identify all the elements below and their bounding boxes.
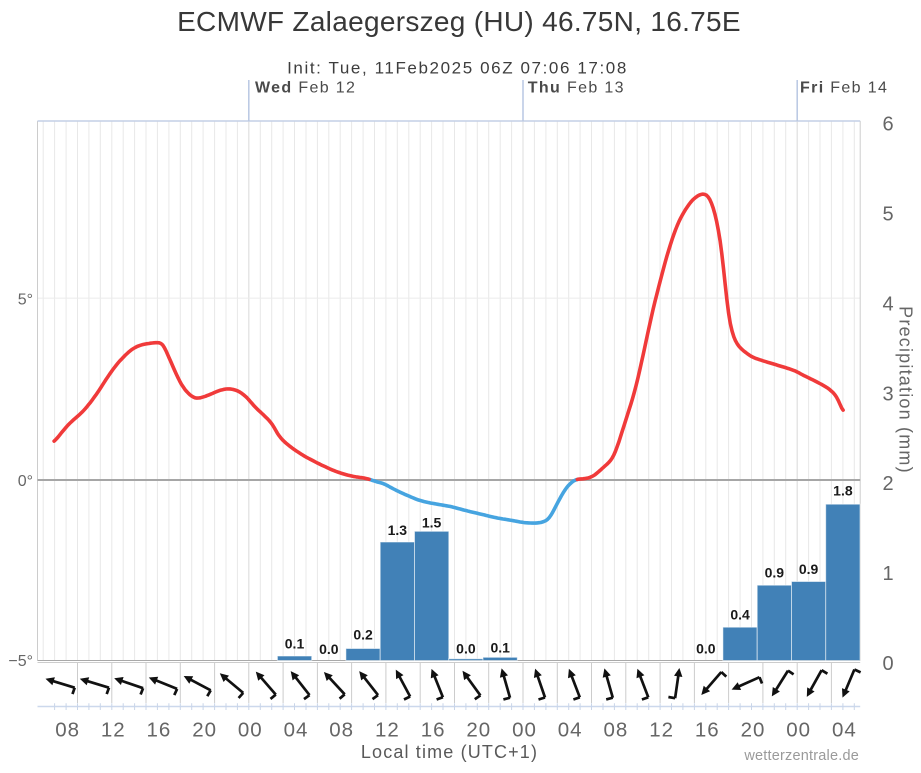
svg-text:1.5: 1.5	[422, 515, 442, 531]
svg-text:00: 00	[238, 719, 263, 742]
svg-text:04: 04	[832, 719, 857, 742]
svg-text:12: 12	[649, 719, 674, 742]
svg-text:0.0: 0.0	[456, 641, 476, 657]
svg-text:Local time (UTC+1): Local time (UTC+1)	[361, 742, 538, 762]
svg-text:3: 3	[883, 383, 894, 405]
svg-text:0.0: 0.0	[319, 641, 339, 657]
svg-text:2: 2	[883, 473, 894, 495]
svg-text:Precipitation (mm): Precipitation (mm)	[896, 306, 916, 474]
svg-text:04: 04	[558, 719, 583, 742]
svg-text:−5°: −5°	[8, 653, 33, 670]
svg-text:Thu Feb 13: Thu Feb 13	[528, 80, 625, 97]
svg-text:wetterzentrale.de: wetterzentrale.de	[743, 748, 859, 764]
svg-text:1.8: 1.8	[833, 483, 853, 499]
svg-text:0.1: 0.1	[490, 640, 510, 656]
svg-text:0.4: 0.4	[730, 607, 750, 623]
svg-text:0.0: 0.0	[696, 641, 716, 657]
svg-text:ECMWF Zalaegerszeg (HU) 46.75N: ECMWF Zalaegerszeg (HU) 46.75N, 16.75E	[177, 6, 741, 37]
svg-text:5°: 5°	[18, 292, 33, 309]
svg-text:0.9: 0.9	[799, 561, 819, 577]
svg-text:6: 6	[883, 114, 894, 136]
svg-text:16: 16	[695, 719, 720, 742]
svg-text:Wed Feb 12: Wed Feb 12	[255, 80, 356, 97]
svg-text:1: 1	[883, 563, 894, 585]
svg-text:20: 20	[192, 719, 217, 742]
svg-text:Init: Tue, 11Feb2025 06Z 07:06: Init: Tue, 11Feb2025 06Z 07:06 17:08	[287, 59, 628, 78]
svg-text:00: 00	[512, 719, 537, 742]
svg-text:0°: 0°	[18, 473, 33, 490]
svg-text:0: 0	[883, 653, 894, 675]
svg-text:0.9: 0.9	[765, 565, 785, 581]
svg-text:4: 4	[883, 293, 894, 315]
svg-text:20: 20	[466, 719, 491, 742]
svg-text:5: 5	[883, 204, 894, 226]
svg-text:0.1: 0.1	[285, 636, 305, 652]
svg-text:Fri Feb 14: Fri Feb 14	[800, 80, 888, 97]
svg-text:1.3: 1.3	[388, 522, 408, 538]
svg-text:08: 08	[329, 719, 354, 742]
svg-text:08: 08	[55, 719, 80, 742]
svg-text:08: 08	[603, 719, 628, 742]
svg-text:00: 00	[786, 719, 811, 742]
svg-text:12: 12	[375, 719, 400, 742]
svg-text:0.2: 0.2	[353, 627, 373, 643]
svg-text:20: 20	[741, 719, 766, 742]
svg-text:04: 04	[284, 719, 309, 742]
svg-text:16: 16	[421, 719, 446, 742]
svg-text:12: 12	[101, 719, 126, 742]
svg-text:16: 16	[146, 719, 171, 742]
